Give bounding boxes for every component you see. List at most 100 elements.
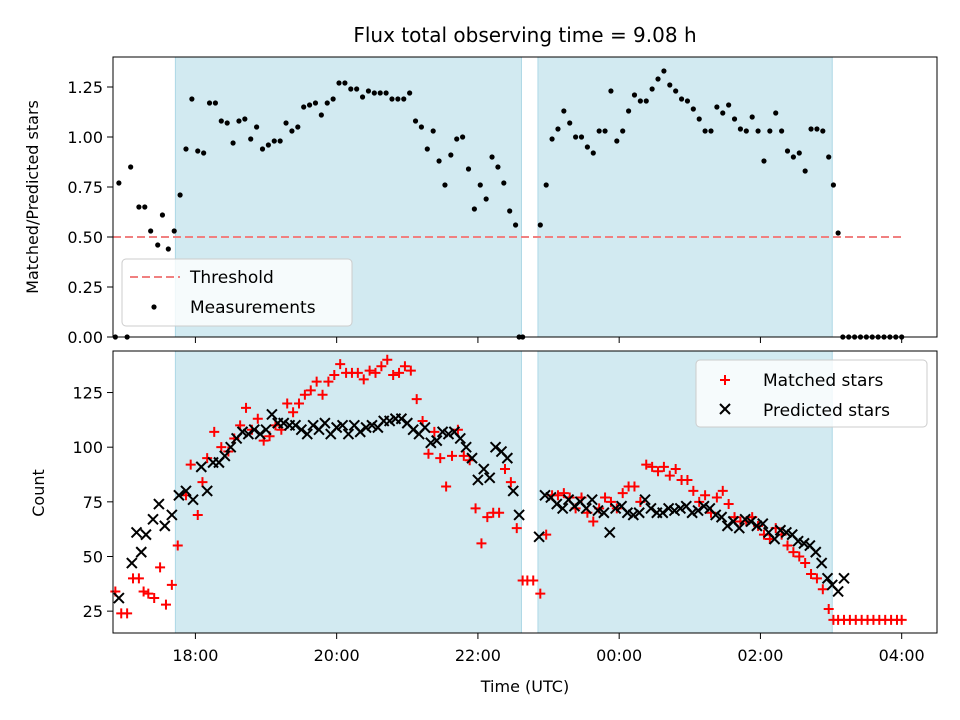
measurement-point-59: [460, 134, 466, 140]
predicted-point-58: [466, 452, 478, 464]
measurement-point-46: [383, 90, 389, 96]
predicted-point-62: [489, 441, 502, 453]
measurement-point-7: [155, 242, 161, 248]
matched-point-71: [528, 575, 539, 586]
measurement-point-36: [324, 100, 330, 106]
measurement-point-23: [248, 136, 254, 142]
predicted-point-84: [633, 507, 645, 519]
predicted-point-86: [645, 502, 657, 515]
matched-point-134: [896, 614, 907, 625]
matched-point-45: [376, 361, 387, 372]
measurement-point-11: [177, 192, 183, 198]
measurement-point-101: [714, 104, 720, 110]
measurement-point-38: [336, 80, 342, 86]
measurement-point-60: [465, 166, 472, 172]
measurement-point-110: [767, 128, 773, 134]
measurement-point-41: [354, 86, 360, 92]
bottom-legend: Matched stars Predicted stars: [695, 359, 928, 428]
bottom-observing-span-0: [174, 350, 522, 634]
matched-point-42: [358, 374, 369, 385]
top-y-tick-label-1: 0.25: [67, 278, 103, 297]
top-panel: 0.00 0.25 0.50 0.75 1.00 1.25 Matched/Predict…: [23, 56, 938, 347]
top-axes-frame: [112, 56, 938, 338]
top-y-tick-label-3: 0.75: [67, 178, 103, 197]
measurement-point-80: [590, 150, 596, 156]
measurement-point-115: [796, 150, 802, 156]
matched-point-16: [202, 453, 213, 464]
measurement-point-83: [608, 88, 614, 94]
matched-point-49: [399, 361, 410, 372]
predicted-point-103: [745, 515, 757, 528]
matched-point-32: [299, 389, 310, 400]
measurement-point-96: [684, 98, 691, 104]
top-observing-spans: [174, 56, 833, 338]
matched-point-66: [499, 464, 510, 475]
measurement-point-27: [271, 138, 277, 144]
measurement-point-15: [201, 150, 207, 156]
measurement-point-107: [749, 114, 755, 120]
matched-point-118: [806, 568, 817, 579]
measurement-point-56: [442, 182, 448, 188]
matched-point-55: [435, 453, 446, 464]
measurement-point-89: [643, 98, 649, 104]
predicted-point-20: [242, 428, 255, 440]
measurement-point-84: [614, 138, 620, 144]
matched-point-97: [682, 474, 693, 485]
predicted-point-116: [821, 572, 834, 585]
measurement-point-85: [620, 128, 626, 134]
bottom-x-tick-label-2: 22:00: [455, 646, 501, 665]
measurement-point-106: [743, 128, 749, 134]
chart-title: Flux total observing time = 9.08 h: [353, 23, 696, 47]
matched-point-119: [811, 573, 822, 584]
matched-point-73: [541, 529, 552, 540]
bottom-y-tick-label-1: 50: [83, 547, 103, 566]
matched-point-72: [535, 588, 546, 599]
matched-point-115: [788, 547, 799, 558]
measurement-point-102: [720, 110, 726, 116]
top-y-tick-label-5: 1.25: [67, 78, 103, 97]
matched-point-81: [588, 516, 599, 527]
measurement-point-39: [342, 80, 348, 86]
measurement-point-2: [116, 180, 122, 186]
top-y-tick-label-2: 0.50: [67, 228, 103, 247]
predicted-point-79: [604, 526, 616, 539]
measurement-point-78: [578, 134, 585, 140]
measurement-point-20: [230, 140, 236, 146]
matched-point-6: [143, 588, 154, 599]
measurement-point-62: [477, 182, 483, 188]
matched-point-24: [252, 413, 263, 424]
measurement-point-5: [142, 204, 148, 210]
predicted-point-59: [472, 474, 484, 486]
measurement-point-24: [254, 124, 260, 130]
predicted-point-0: [113, 592, 125, 604]
predicted-point-46: [395, 413, 408, 425]
measurement-point-79: [584, 144, 590, 150]
predicted-point-70: [551, 498, 563, 510]
predicted-point-23: [260, 423, 272, 436]
measurement-point-103: [726, 102, 732, 108]
matched-point-47: [388, 370, 399, 381]
measurement-point-82: [602, 128, 608, 134]
predicted-point-16: [219, 450, 231, 462]
predicted-point-114: [810, 546, 822, 558]
top-legend-measurements-label: Measurements: [190, 298, 316, 318]
measurement-point-63: [483, 196, 489, 202]
predicted-point-29: [295, 423, 308, 436]
bottom-panel: 25 50 75 100 125 18:00 20:00 22:00 00:00 02:00 04…: [29, 350, 938, 696]
bottom-y-tick-label-0: 25: [83, 602, 103, 621]
matched-point-98: [688, 485, 699, 496]
matched-point-62: [476, 538, 487, 549]
matched-point-53: [423, 448, 434, 459]
measurement-point-52: [418, 124, 425, 130]
measurement-point-25: [259, 146, 266, 152]
measurement-point-67: [507, 208, 513, 214]
measurement-point-91: [655, 76, 661, 82]
measurement-point-33: [306, 102, 313, 108]
measurement-point-109: [761, 158, 767, 164]
matched-point-102: [711, 492, 722, 503]
predicted-point-10: [180, 485, 192, 497]
matched-point-76: [558, 488, 569, 499]
predicted-point-36: [336, 419, 349, 432]
bottom-y-tick-label-2: 75: [83, 493, 103, 512]
